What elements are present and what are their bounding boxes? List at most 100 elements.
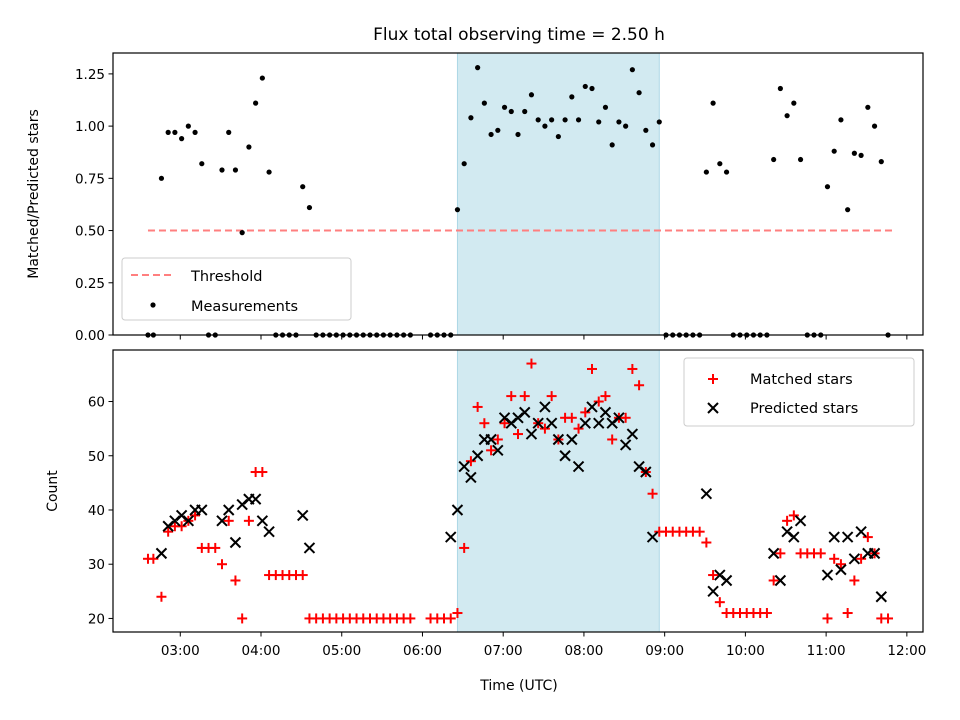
predicted-star-point bbox=[855, 525, 867, 538]
measurement-point bbox=[454, 207, 461, 213]
matched-star-point bbox=[788, 510, 799, 521]
matched-star-point bbox=[519, 391, 530, 402]
predicted-star-point bbox=[559, 450, 571, 462]
matched-star-point bbox=[775, 548, 786, 559]
matched-star-point bbox=[163, 526, 174, 537]
matched-star-point bbox=[600, 391, 611, 402]
matched-star-point bbox=[526, 358, 537, 369]
predicted-star-point bbox=[216, 515, 228, 527]
measurement-point bbox=[549, 117, 555, 123]
predicted-star-point bbox=[828, 531, 840, 543]
measurement-point bbox=[475, 65, 481, 71]
predicted-star-point bbox=[707, 585, 719, 598]
predicted-star-point bbox=[821, 569, 834, 581]
matched-star-point bbox=[230, 575, 241, 586]
measurement-point bbox=[515, 131, 521, 138]
predicted-star-point bbox=[767, 547, 780, 560]
predicted-star-point bbox=[155, 547, 168, 560]
matched-star-point bbox=[506, 391, 517, 402]
matched-star-point bbox=[566, 412, 577, 423]
measurement-point bbox=[723, 169, 730, 175]
legend-predicted-swatch bbox=[707, 402, 719, 414]
measurement-point bbox=[508, 108, 514, 115]
matched-star-point bbox=[513, 429, 523, 440]
measurement-point bbox=[710, 100, 716, 106]
measurement-point bbox=[609, 142, 615, 148]
matched-star-point bbox=[694, 526, 705, 537]
predicted-star-point bbox=[599, 406, 612, 419]
matched-star-point bbox=[445, 613, 456, 624]
measurement-point bbox=[878, 159, 884, 165]
measurement-point bbox=[865, 104, 871, 110]
bottom-legend: Matched stars Predicted stars bbox=[683, 357, 915, 427]
matched-star-point bbox=[842, 608, 853, 619]
measurement-point bbox=[602, 104, 609, 110]
matched-star-point bbox=[822, 613, 833, 624]
predicted-star-point bbox=[848, 553, 861, 565]
x-axis-label: Time (UTC) bbox=[479, 678, 557, 694]
matched-star-point bbox=[815, 548, 826, 559]
measurement-point bbox=[582, 83, 588, 90]
predicted-star-point bbox=[445, 531, 457, 543]
predicted-star-point bbox=[249, 493, 262, 505]
matched-star-point bbox=[257, 467, 268, 478]
predicted-star-point bbox=[196, 504, 208, 516]
predicted-star-point bbox=[458, 460, 470, 473]
top-axes-frame bbox=[112, 52, 924, 336]
measurement-point bbox=[495, 127, 501, 133]
predicted-star-point bbox=[263, 525, 275, 538]
matched-star-point bbox=[782, 515, 793, 526]
measurement-point bbox=[562, 117, 568, 123]
matched-star-point bbox=[148, 553, 159, 564]
bottom-xtick-label: 05:00 bbox=[322, 643, 361, 659]
measurement-point bbox=[824, 184, 831, 190]
measurement-point bbox=[649, 142, 656, 148]
measurement-point bbox=[300, 184, 306, 190]
predicted-star-point bbox=[794, 515, 807, 527]
predicted-star-point bbox=[700, 488, 713, 500]
legend-measurement-label: Measurements bbox=[191, 299, 298, 315]
measurement-point bbox=[858, 152, 864, 158]
top-y-axis-label: Matched/Predicted stars bbox=[26, 109, 42, 279]
measurement-point bbox=[219, 167, 225, 173]
measurement-point bbox=[306, 204, 313, 211]
predicted-star-point bbox=[303, 542, 316, 554]
top-ytick-label: 0.00 bbox=[75, 328, 105, 344]
measurement-point bbox=[501, 104, 508, 110]
matched-star-point bbox=[297, 570, 308, 581]
measurement-point bbox=[771, 156, 777, 163]
measurement-point bbox=[158, 175, 165, 181]
measurement-point bbox=[623, 123, 629, 129]
predicted-star-point bbox=[579, 417, 591, 429]
predicted-star-point bbox=[875, 591, 887, 603]
bottom-y-ticks: 20 30 40 50 60 bbox=[88, 395, 113, 627]
bottom-ytick-label: 50 bbox=[88, 449, 105, 465]
matched-star-point bbox=[479, 418, 490, 429]
observing-span-bottom bbox=[456, 349, 660, 633]
measurement-point bbox=[253, 100, 259, 106]
predicted-star-point bbox=[471, 450, 484, 462]
matched-star-point bbox=[587, 363, 598, 374]
predicted-star-point bbox=[788, 531, 800, 543]
measurement-point bbox=[239, 230, 245, 236]
predicted-star-point bbox=[182, 515, 195, 527]
bottom-axes-frame bbox=[112, 349, 924, 633]
matched-star-point bbox=[634, 380, 645, 391]
predicted-star-point bbox=[640, 466, 652, 478]
legend-threshold-label: Threshold bbox=[190, 269, 262, 285]
predicted-star-point bbox=[229, 536, 242, 549]
top-ytick-label: 1.00 bbox=[75, 119, 105, 135]
measurement-point bbox=[199, 161, 205, 167]
predicted-star-point bbox=[539, 401, 551, 413]
bottom-xtick-label: 11:00 bbox=[807, 643, 846, 659]
matched-star-point bbox=[452, 608, 463, 619]
predicted-star-point bbox=[841, 531, 854, 543]
measurement-point bbox=[172, 129, 178, 135]
measurement-point bbox=[717, 161, 723, 167]
top-y-ticks: 0.00 0.25 0.50 0.75 1.00 1.25 bbox=[75, 67, 113, 344]
matched-star-point bbox=[546, 391, 557, 402]
bottom-legend-box bbox=[683, 357, 915, 427]
predicted-star-point bbox=[492, 444, 504, 457]
matched-star-point bbox=[627, 363, 638, 374]
matched-star-point bbox=[216, 559, 227, 570]
